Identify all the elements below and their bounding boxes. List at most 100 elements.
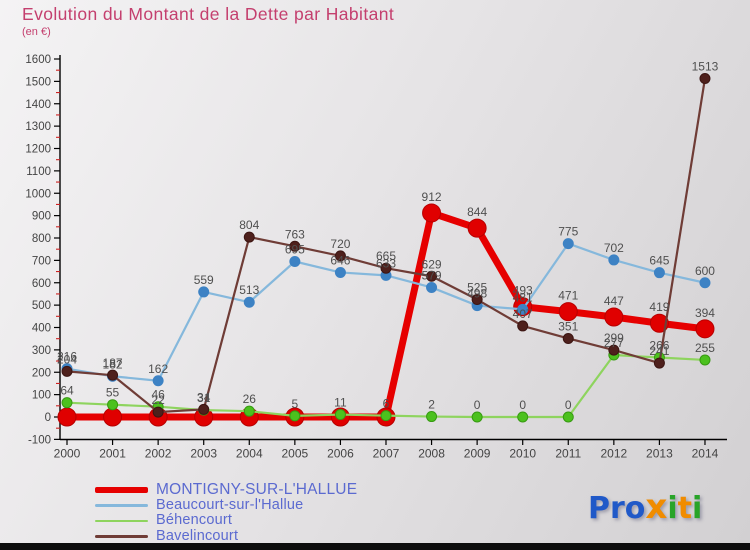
svg-text:763: 763 xyxy=(285,227,305,241)
svg-text:2002: 2002 xyxy=(145,447,172,461)
svg-text:2013: 2013 xyxy=(646,447,673,461)
svg-text:200: 200 xyxy=(32,367,51,379)
svg-text:2006: 2006 xyxy=(327,447,354,461)
svg-text:579: 579 xyxy=(422,268,442,282)
svg-text:46: 46 xyxy=(151,388,165,402)
svg-text:187: 187 xyxy=(103,356,123,370)
svg-text:471: 471 xyxy=(558,289,578,303)
svg-text:646: 646 xyxy=(330,253,350,267)
legend-item-behencourt: Béhencourt xyxy=(95,513,357,529)
logo-letter: t xyxy=(677,491,692,526)
svg-text:407: 407 xyxy=(513,307,533,321)
svg-text:419: 419 xyxy=(649,300,669,314)
logo-letter: x xyxy=(645,487,668,527)
svg-text:277: 277 xyxy=(604,336,624,350)
svg-text:22: 22 xyxy=(151,393,165,407)
svg-text:600: 600 xyxy=(32,278,51,290)
legend-swatch-behencourt xyxy=(95,519,148,523)
svg-text:702: 702 xyxy=(604,241,624,255)
logo-letter: i xyxy=(692,491,703,526)
legend-label-montigny: MONTIGNY-SUR-L'HALLUE xyxy=(156,481,358,499)
svg-text:394: 394 xyxy=(695,306,715,320)
svg-text:2012: 2012 xyxy=(600,447,627,461)
svg-text:912: 912 xyxy=(422,190,442,204)
svg-text:31: 31 xyxy=(197,391,211,405)
legend-swatch-montigny xyxy=(95,486,148,493)
svg-text:2011: 2011 xyxy=(555,447,581,461)
svg-text:299: 299 xyxy=(604,331,624,345)
svg-text:559: 559 xyxy=(194,273,214,287)
svg-text:2005: 2005 xyxy=(281,447,308,461)
svg-text:498: 498 xyxy=(467,287,487,301)
svg-text:493: 493 xyxy=(513,284,533,298)
svg-text:64: 64 xyxy=(60,384,74,398)
svg-text:11: 11 xyxy=(334,396,347,410)
svg-text:400: 400 xyxy=(32,323,51,335)
svg-text:2001: 2001 xyxy=(99,447,126,461)
chart-legend: MONTIGNY-SUR-L'HALLUE Beaucourt-sur-l'Ha… xyxy=(95,482,357,544)
svg-text:1513: 1513 xyxy=(692,59,719,73)
svg-text:34: 34 xyxy=(197,390,211,404)
svg-text:2004: 2004 xyxy=(236,447,263,461)
svg-text:266: 266 xyxy=(649,338,669,352)
chart-unit-subtitle: (en €) xyxy=(22,26,51,38)
svg-text:255: 255 xyxy=(695,341,715,355)
svg-text:216: 216 xyxy=(57,350,77,364)
legend-swatch-bavelincourt xyxy=(95,535,148,538)
svg-text:695: 695 xyxy=(285,242,305,256)
svg-text:633: 633 xyxy=(376,256,396,270)
page-title: Evolution du Montant de la Dette par Hab… xyxy=(22,4,395,24)
svg-text:6: 6 xyxy=(383,397,390,411)
svg-text:775: 775 xyxy=(558,225,578,239)
logo-letter: i xyxy=(667,491,678,526)
proxiti-logo: Proxiti xyxy=(588,487,702,527)
svg-text:-100: -100 xyxy=(28,434,51,446)
svg-text:513: 513 xyxy=(239,283,259,297)
bottom-black-bar xyxy=(0,543,750,550)
svg-text:55: 55 xyxy=(106,386,120,400)
legend-item-beaucourt: Beaucourt-sur-l'Hallue xyxy=(95,497,357,514)
svg-text:1000: 1000 xyxy=(25,188,51,200)
svg-text:600: 600 xyxy=(695,264,715,278)
svg-text:525: 525 xyxy=(467,281,487,295)
svg-text:182: 182 xyxy=(103,357,123,371)
svg-text:844: 844 xyxy=(467,205,487,219)
svg-text:0: 0 xyxy=(45,412,51,424)
svg-text:900: 900 xyxy=(32,211,51,223)
svg-text:2009: 2009 xyxy=(464,447,491,461)
legend-item-montigny: MONTIGNY-SUR-L'HALLUE xyxy=(95,482,357,498)
svg-text:645: 645 xyxy=(649,254,669,268)
legend-swatch-beaucourt xyxy=(95,504,148,507)
svg-text:1200: 1200 xyxy=(25,144,51,156)
svg-text:665: 665 xyxy=(376,249,396,263)
svg-text:1300: 1300 xyxy=(25,121,51,133)
svg-text:5: 5 xyxy=(292,397,299,411)
legend-item-bavelincourt: Bavelincourt xyxy=(95,529,357,545)
svg-text:100: 100 xyxy=(32,390,51,402)
svg-text:481: 481 xyxy=(513,290,533,304)
svg-text:1100: 1100 xyxy=(26,166,51,178)
svg-text:0: 0 xyxy=(474,398,481,412)
svg-text:2: 2 xyxy=(428,398,435,412)
svg-text:800: 800 xyxy=(32,233,51,245)
svg-text:2003: 2003 xyxy=(190,447,217,461)
debt-evolution-line-chart: -100010020030040050060070080090010001100… xyxy=(25,54,727,461)
svg-text:1600: 1600 xyxy=(25,54,51,66)
legend-label-behencourt: Béhencourt xyxy=(156,512,233,529)
svg-text:804: 804 xyxy=(239,218,259,232)
legend-label-bavelincourt: Bavelincourt xyxy=(156,528,239,545)
svg-text:2010: 2010 xyxy=(509,447,536,461)
svg-text:2008: 2008 xyxy=(418,447,445,461)
svg-text:447: 447 xyxy=(604,294,624,308)
svg-text:720: 720 xyxy=(330,237,350,251)
svg-text:241: 241 xyxy=(649,344,669,358)
logo-letter: r xyxy=(610,491,625,526)
logo-letter: P xyxy=(588,491,610,526)
svg-text:0: 0 xyxy=(519,398,526,412)
svg-text:162: 162 xyxy=(148,362,168,376)
svg-text:2014: 2014 xyxy=(692,447,719,461)
svg-text:629: 629 xyxy=(422,257,442,271)
svg-text:2000: 2000 xyxy=(54,447,81,461)
svg-text:300: 300 xyxy=(32,345,51,357)
svg-text:351: 351 xyxy=(558,319,578,333)
